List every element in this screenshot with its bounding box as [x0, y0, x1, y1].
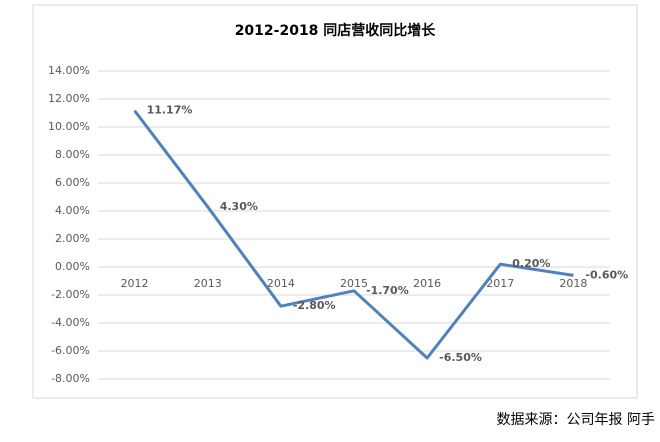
x-tick-label: 2013 [194, 277, 222, 290]
data-label: -1.70% [366, 284, 409, 297]
data-label: -0.60% [585, 268, 628, 281]
chart-frame [32, 4, 638, 399]
y-tick-label: 4.00% [55, 204, 90, 217]
x-tick-label: 2012 [121, 277, 149, 290]
x-tick-label: 2016 [413, 277, 441, 290]
source-note: 数据来源：公司年报 阿手 [497, 412, 655, 428]
y-tick-label: 2.00% [55, 232, 90, 245]
y-tick-label: 12.00% [48, 92, 90, 105]
data-label: -2.80% [293, 299, 336, 312]
data-label: 0.20% [512, 257, 550, 270]
y-tick-label: 14.00% [48, 64, 90, 77]
y-tick-label: 0.00% [55, 260, 90, 273]
y-tick-label: -6.00% [51, 344, 90, 357]
y-tick-label: -2.00% [51, 288, 90, 301]
y-tick-label: 6.00% [55, 176, 90, 189]
y-tick-label: -4.00% [51, 316, 90, 329]
y-tick-label: 10.00% [48, 120, 90, 133]
x-tick-label: 2018 [559, 277, 587, 290]
chart-title: 2012-2018 同店营收同比增长 [235, 22, 437, 39]
data-label: 4.30% [220, 200, 258, 213]
data-line [133, 109, 574, 360]
data-label: 11.17% [147, 104, 193, 117]
x-tick-label: 2015 [340, 277, 368, 290]
data-label: -6.50% [439, 351, 482, 364]
y-tick-label: 8.00% [55, 148, 90, 161]
x-tick-label: 2017 [486, 277, 514, 290]
y-tick-label: -8.00% [51, 372, 90, 385]
x-tick-label: 2014 [267, 277, 295, 290]
